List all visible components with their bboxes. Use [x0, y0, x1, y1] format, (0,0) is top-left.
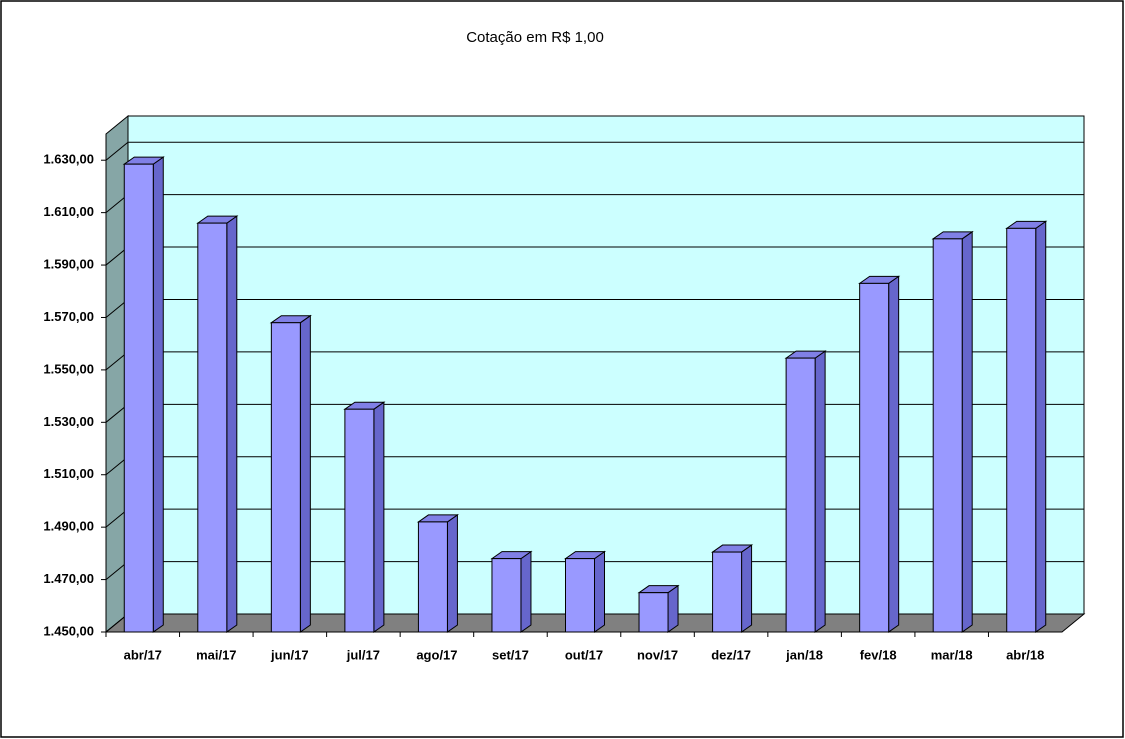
bar-side: [741, 544, 753, 633]
bar-side: [667, 584, 679, 633]
bar: [197, 222, 228, 633]
y-tick-label: 1.450,00: [43, 623, 94, 638]
bar-side: [961, 230, 973, 633]
y-tick-label: 1.470,00: [43, 571, 94, 586]
x-tick-label: jul/17: [346, 647, 380, 662]
y-tick-label: 1.510,00: [43, 466, 94, 481]
bar-side: [814, 350, 826, 633]
y-tick-label: 1.630,00: [43, 152, 94, 167]
chart-title: Cotação em R$ 1,00: [466, 29, 604, 46]
y-tick-label: 1.610,00: [43, 204, 94, 219]
y-tick-label: 1.570,00: [43, 309, 94, 324]
bar: [344, 408, 375, 633]
x-tick-label: dez/17: [711, 647, 751, 662]
y-tick-label: 1.490,00: [43, 519, 94, 534]
grid-line: [105, 141, 1084, 161]
bar-side: [152, 156, 164, 633]
bar-side: [1035, 220, 1047, 633]
x-tick-label: abr/17: [124, 647, 162, 662]
x-tick-label: out/17: [565, 647, 603, 662]
x-tick-label: ago/17: [416, 647, 457, 662]
bar-side: [226, 215, 238, 633]
bar: [932, 238, 963, 633]
x-tick-label: jun/17: [270, 647, 309, 662]
bar: [270, 322, 301, 633]
y-tick-label: 1.530,00: [43, 414, 94, 429]
x-tick-label: jan/18: [785, 647, 823, 662]
bar-side: [888, 275, 900, 633]
x-tick-label: fev/18: [860, 647, 897, 662]
bar: [638, 592, 669, 633]
bar-side: [520, 550, 532, 633]
bar: [565, 558, 595, 633]
x-tick-label: mar/18: [931, 647, 973, 662]
bar: [123, 163, 154, 633]
x-tick-label: mai/17: [196, 647, 236, 662]
y-tick-label: 1.590,00: [43, 256, 94, 271]
bar-side: [594, 550, 605, 633]
bar-side: [299, 314, 311, 633]
bar: [785, 357, 816, 633]
bar: [712, 551, 743, 633]
bar: [491, 558, 522, 633]
x-tick-label: set/17: [492, 647, 529, 662]
bar: [1006, 227, 1037, 633]
bar: [417, 521, 448, 633]
bar-side: [446, 513, 458, 633]
bar: [859, 282, 890, 633]
x-tick-label: nov/17: [637, 647, 678, 662]
y-tick-label: 1.550,00: [43, 361, 94, 376]
x-tick-label: abr/18: [1006, 647, 1044, 662]
bar-side: [373, 401, 385, 633]
